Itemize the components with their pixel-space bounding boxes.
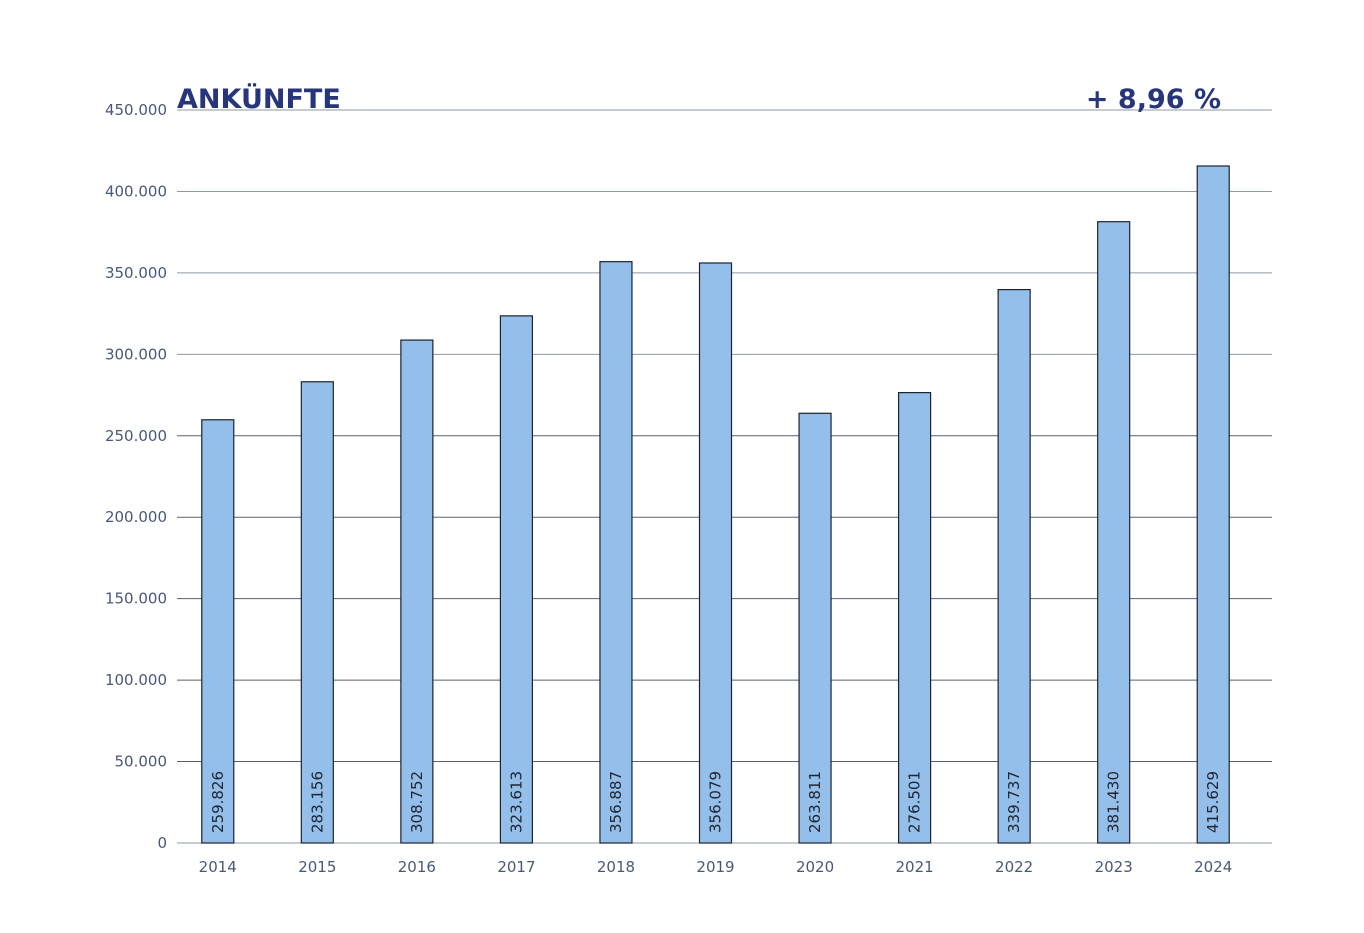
y-tick-label: 250.000 — [105, 427, 167, 445]
x-tick-label: 2017 — [497, 858, 535, 876]
x-tick-label: 2020 — [796, 858, 834, 876]
bar-2023 — [1097, 221, 1131, 844]
x-tick-label: 2014 — [199, 858, 237, 876]
bar-2018 — [599, 261, 633, 844]
x-tick-label: 2016 — [398, 858, 436, 876]
bar-value-label: 308.752 — [408, 771, 426, 833]
x-tick-label: 2023 — [1095, 858, 1133, 876]
bar-2020 — [798, 412, 832, 844]
bar-value-label: 263.811 — [806, 771, 824, 833]
x-tick-label: 2019 — [696, 858, 734, 876]
y-tick-label: 300.000 — [105, 345, 167, 363]
x-tick-label: 2021 — [895, 858, 933, 876]
chart-title: ANKÜNFTE — [177, 82, 341, 115]
bar-2022 — [997, 289, 1031, 844]
bar-2024 — [1196, 165, 1230, 844]
bar-2021 — [897, 392, 932, 844]
x-axis-ticks: 2014 2015 2016 2017 2018 2019 2020 2021 2022 2023… — [199, 858, 1233, 876]
y-tick-label: 350.000 — [105, 264, 167, 282]
y-axis-ticks: 0 50.000 100.000 150.000 200.000 250.000 300.0… — [105, 101, 167, 852]
y-tick-label: 150.000 — [105, 590, 167, 608]
y-tick-label: 400.000 — [105, 182, 167, 200]
bar-value-label: 356.079 — [707, 771, 725, 833]
y-tick-label: 50.000 — [115, 753, 168, 771]
bar-2014 — [201, 419, 235, 844]
y-tick-label: 200.000 — [105, 508, 167, 526]
bar-value-label: 356.887 — [607, 771, 625, 833]
bar-value-label: 283.156 — [308, 771, 326, 833]
bar-2019 — [698, 262, 733, 844]
change-label: + 8,96 % — [1086, 84, 1221, 115]
bar-2017 — [499, 315, 534, 844]
bar-value-label: 259.826 — [209, 771, 227, 833]
x-tick-label: 2018 — [597, 858, 635, 876]
bar-2015 — [300, 381, 334, 844]
y-tick-label: 450.000 — [105, 101, 167, 119]
x-tick-label: 2015 — [298, 858, 336, 876]
bars: 259.826 283.156 308.752 323.613 356.887 356.0… — [201, 165, 1230, 844]
bar-value-label: 381.430 — [1105, 771, 1123, 833]
bar-value-label: 339.737 — [1005, 771, 1023, 833]
y-tick-label: 0 — [157, 834, 167, 852]
y-tick-label: 100.000 — [105, 671, 167, 689]
bar-2016 — [400, 339, 434, 844]
bar-value-label: 323.613 — [507, 771, 525, 833]
x-tick-label: 2022 — [995, 858, 1033, 876]
bar-value-label: 276.501 — [906, 771, 924, 833]
bar-value-label: 415.629 — [1204, 771, 1222, 833]
x-tick-label: 2024 — [1194, 858, 1232, 876]
